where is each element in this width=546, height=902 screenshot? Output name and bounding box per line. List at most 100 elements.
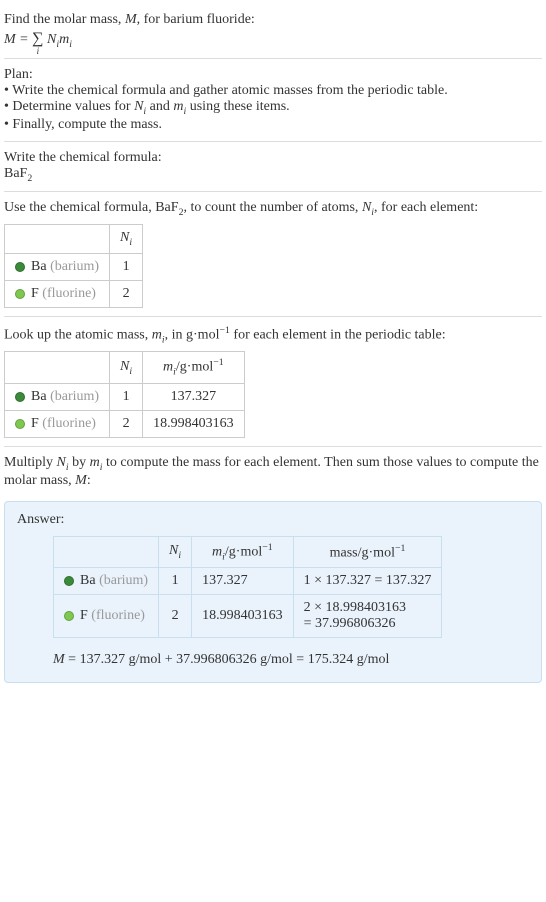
count-table: Ni Ba (barium) 1 F (fluorine) 2 (4, 224, 143, 308)
mh-N: N (120, 359, 129, 374)
mass-t3sup: −1 (219, 325, 229, 336)
formula-N: N (44, 32, 57, 47)
element-cell: Ba (barium) (5, 383, 110, 410)
mult-t1: Multiply (4, 455, 57, 470)
answer-box: Answer: Ni mi/g·mol−1 mass/g·mol−1 Ba (b… (4, 501, 542, 683)
element-dot-icon (15, 262, 25, 272)
element-dot-icon (64, 611, 74, 621)
ah-mass-sup: −1 (395, 543, 405, 554)
chem-formula-section: Write the chemical formula: BaF2 (4, 142, 542, 193)
count-text: Use the chemical formula, BaF2, to count… (4, 200, 542, 218)
mass-b: = 37.996806326 (304, 616, 396, 631)
final-rest: = 137.327 g/mol + 37.996806326 g/mol = 1… (65, 652, 390, 667)
ah-mass: mass/g·mol (330, 545, 395, 560)
intro-line1-b: , for barium fluoride: (137, 12, 255, 27)
mass-t4: for each element in the periodic table: (230, 328, 446, 343)
plan-b2-m: m (173, 99, 183, 114)
ah-N: N (169, 543, 178, 558)
element-cell: F (fluorine) (5, 280, 110, 307)
element-symbol: Ba (31, 389, 47, 404)
mult-t6: M (75, 473, 87, 488)
element-cell: Ba (barium) (54, 568, 159, 595)
header-empty (5, 352, 110, 383)
element-cell: F (fluorine) (5, 410, 110, 437)
plan-bullet-3: • Finally, compute the mass. (4, 117, 542, 133)
element-symbol: Ba (80, 573, 96, 588)
chem-title: Write the chemical formula: (4, 150, 542, 166)
intro-var-M: M (125, 12, 137, 27)
n-value: 2 (110, 410, 143, 437)
formula-eq: = (16, 32, 32, 47)
mh-unit-sup: −1 (213, 357, 223, 368)
count-t5: , for each element: (374, 200, 478, 215)
mh-m: m (163, 360, 173, 375)
table-header-row: Ni mi/g·mol−1 mass/g·mol−1 (54, 536, 442, 567)
element-name: (barium) (50, 389, 99, 404)
plan-bullet-1: • Write the chemical formula and gather … (4, 83, 542, 99)
count-section: Use the chemical formula, BaF2, to count… (4, 192, 542, 317)
element-symbol: F (80, 608, 88, 623)
mh-Ni: i (129, 366, 132, 377)
plan-b2-c: using these items. (186, 99, 289, 114)
answer-inner: Ni mi/g·mol−1 mass/g·mol−1 Ba (barium) 1… (17, 536, 529, 668)
count-value: 2 (110, 280, 143, 307)
h-Ni: i (129, 237, 132, 248)
plan-section: Plan: • Write the chemical formula and g… (4, 59, 542, 142)
element-name: (barium) (50, 259, 99, 274)
header-Ni: Ni (110, 352, 143, 383)
count-t1: Use the chemical formula, (4, 200, 155, 215)
answer-label: Answer: (17, 512, 529, 528)
mass-t1: Look up the atomic mass, (4, 328, 152, 343)
element-symbol: Ba (31, 259, 47, 274)
m-value: 137.327 (143, 383, 245, 410)
plan-title: Plan: (4, 67, 542, 83)
formula-idx: i (37, 46, 40, 56)
m-value: 18.998403163 (143, 410, 245, 437)
mh-unit: /g·mol (176, 360, 213, 375)
mass-value: 1 × 137.327 = 137.327 (293, 568, 442, 595)
plan-b2-a: • Determine values for (4, 99, 134, 114)
element-dot-icon (15, 419, 25, 429)
n-value: 1 (110, 383, 143, 410)
formula-sum: ∑ (32, 30, 43, 47)
element-symbol: F (31, 286, 39, 301)
element-name: (fluorine) (91, 608, 145, 623)
header-Ni: Ni (159, 536, 192, 567)
header-mass: mass/g·mol−1 (293, 536, 442, 567)
intro-section: Find the molar mass, M, for barium fluor… (4, 4, 542, 59)
multiply-text: Multiply Ni by mi to compute the mass fo… (4, 455, 542, 489)
table-row: Ba (barium) 1 137.327 1 × 137.327 = 137.… (54, 568, 442, 595)
element-dot-icon (15, 392, 25, 402)
m-value: 137.327 (192, 568, 294, 595)
formula-lhs: M (4, 32, 16, 47)
formula-m: m (59, 32, 69, 47)
header-Ni: Ni (110, 225, 143, 254)
table-header-row: Ni (5, 225, 143, 254)
final-equation: M = 137.327 g/mol + 37.996806326 g/mol =… (53, 652, 529, 668)
chem-formula-sub: 2 (27, 172, 32, 183)
table-row: F (fluorine) 2 (5, 280, 143, 307)
table-row: Ba (barium) 1 (5, 253, 143, 280)
ah-Ni: i (178, 550, 181, 561)
element-name: (fluorine) (42, 416, 96, 431)
mass-section: Look up the atomic mass, mi, in g·mol−1 … (4, 317, 542, 447)
header-mi: mi/g·mol−1 (143, 352, 245, 383)
table-row: F (fluorine) 2 18.998403163 2 × 18.99840… (54, 595, 442, 638)
count-value: 1 (110, 253, 143, 280)
molar-mass-formula: M = ∑i Nimi (4, 30, 542, 50)
m-value: 18.998403163 (192, 595, 294, 638)
intro-text: Find the molar mass, M, for barium fluor… (4, 12, 542, 28)
n-value: 2 (159, 595, 192, 638)
header-empty (5, 225, 110, 254)
mass-t2: m (152, 328, 162, 343)
plan-b2-b: and (146, 99, 173, 114)
table-row: Ba (barium) 1 137.327 (5, 383, 245, 410)
header-mi: mi/g·mol−1 (192, 536, 294, 567)
mult-t2: N (57, 455, 66, 470)
count-t4: N (362, 200, 371, 215)
header-empty (54, 536, 159, 567)
formula-mi: i (69, 39, 72, 50)
mult-t7: : (87, 473, 91, 488)
n-value: 1 (159, 568, 192, 595)
ah-munit-sup: −1 (262, 542, 272, 553)
